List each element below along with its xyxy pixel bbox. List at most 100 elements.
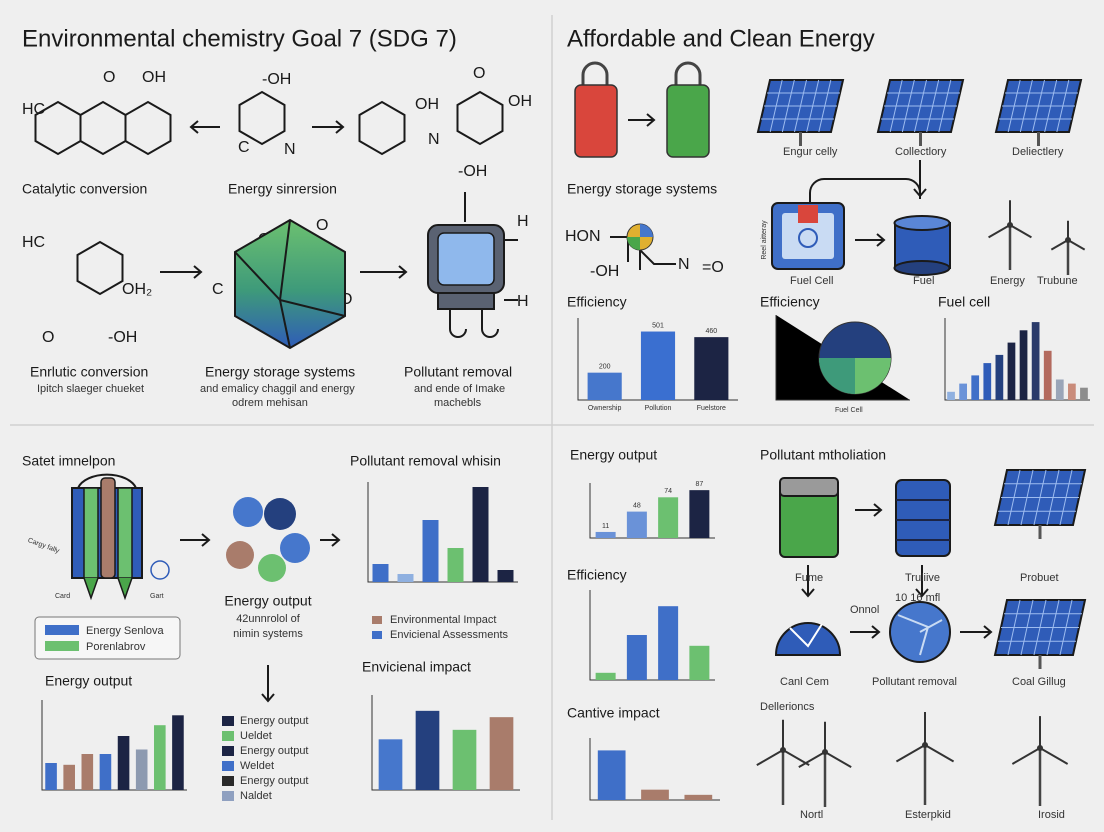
panel-label: Engur celly [783, 146, 838, 158]
x-tick-label: Pollution [645, 405, 672, 412]
panel-label: Collectlory [895, 146, 947, 158]
turbine-hub [1065, 237, 1071, 243]
value-label: 74 [664, 488, 672, 495]
bar [447, 548, 464, 582]
turbine-hub [1007, 222, 1013, 228]
arrow [628, 113, 656, 127]
arrow [855, 233, 886, 247]
legend-swatch [372, 616, 382, 624]
bar [626, 511, 647, 538]
turbine-hub [822, 749, 828, 755]
bar [1068, 383, 1076, 400]
blob [226, 541, 254, 569]
sublabel: nimin systems [233, 628, 303, 640]
sublabel: and ende of Imake [414, 383, 505, 395]
blob [258, 554, 286, 582]
turbine-blade [824, 751, 852, 768]
item-label: Truliive [905, 572, 940, 584]
label: Energy sinrersion [228, 181, 337, 197]
bar [689, 490, 710, 538]
chem-label: C [238, 139, 250, 156]
ring [76, 240, 124, 296]
turbine-blade [1067, 239, 1086, 251]
fuel-cell-core [798, 228, 818, 248]
item-label: Fume [795, 572, 823, 584]
turbine-label: Irosid [1038, 809, 1065, 821]
bar [497, 570, 514, 582]
legend-label: Energy Senlova [86, 625, 165, 637]
sublabel: odrem mehisan [232, 397, 308, 409]
cell-tips [83, 577, 133, 601]
bar [641, 789, 669, 800]
chem-label: -OH [262, 71, 291, 88]
bar [452, 729, 477, 790]
sublabel: Ipitch slaeger chueket [37, 383, 144, 395]
chem-label: O [316, 217, 328, 234]
bar [45, 763, 57, 790]
heading: Pollutant mtholiation [760, 447, 886, 463]
turbine-blade [798, 751, 826, 768]
bar [640, 331, 676, 400]
battery-cap [674, 61, 702, 85]
battery [574, 84, 618, 158]
chem-labels: HC O OH -OH C N OH O OH N -OH HC OH₂ O -… [22, 65, 532, 346]
ring [238, 90, 286, 146]
turbine-hub [780, 747, 786, 753]
device-label: Gart [150, 593, 164, 600]
cell-plate [100, 477, 116, 579]
legend-label: Envicienal Assessments [390, 629, 508, 641]
axis [944, 318, 1090, 401]
bar [597, 750, 626, 800]
bar [995, 354, 1004, 400]
indicator [150, 560, 170, 580]
value-label: 11 [602, 523, 609, 530]
turbine-blade [895, 744, 926, 763]
heading: Satet imnelpon [22, 453, 115, 469]
chem-label: -OH [590, 263, 619, 280]
chem-label: -OH [108, 329, 137, 346]
arrows [801, 503, 993, 639]
bar [422, 520, 439, 582]
title: Affordable and Clean Energy [567, 25, 875, 52]
heading: Energy output [224, 593, 311, 609]
value-label: 87 [695, 481, 703, 488]
heading: Energy storage systems [567, 181, 717, 197]
heading: Energy output [570, 447, 657, 463]
legend-swatch [222, 776, 234, 786]
cell-plate [117, 487, 133, 579]
chem-ball-part [627, 237, 640, 250]
chem-label: H [517, 213, 529, 230]
legend-swatch [222, 731, 234, 741]
pie-slice [819, 358, 855, 394]
legend-label: Environmental Impact [390, 614, 496, 626]
bar [1007, 342, 1016, 400]
sublabel: and emalicy chaggil and energy [200, 383, 355, 395]
note: 10 16 mfl [895, 592, 940, 604]
heading: Efficiency [760, 294, 820, 310]
chem-label: HC [22, 234, 45, 251]
heading: Pollutant removal whisin [350, 453, 501, 469]
bar [694, 337, 729, 400]
bar [626, 635, 647, 680]
axis [589, 738, 720, 801]
legend-swatch [45, 641, 79, 651]
heading: Dellerioncs [760, 701, 815, 713]
pie-label: Fuel Cell [835, 407, 863, 414]
panel-label: Deliectlery [1012, 146, 1064, 158]
chem-label: O [473, 65, 485, 82]
bar [378, 739, 403, 790]
turbine-hub [922, 742, 928, 748]
chem-ball-part [640, 224, 653, 237]
turbine-blade [924, 744, 955, 763]
turbine-blade [756, 749, 784, 766]
heading: Fuel cell [938, 294, 990, 310]
bar [1080, 387, 1088, 400]
chem-label: N [284, 141, 296, 158]
globe-lines [897, 614, 943, 656]
legend-label: Energy output [240, 745, 309, 757]
turbine-blade [1050, 239, 1069, 251]
value-label: 200 [599, 364, 611, 371]
device-label: Energy [990, 275, 1025, 287]
device-legs [449, 192, 518, 338]
